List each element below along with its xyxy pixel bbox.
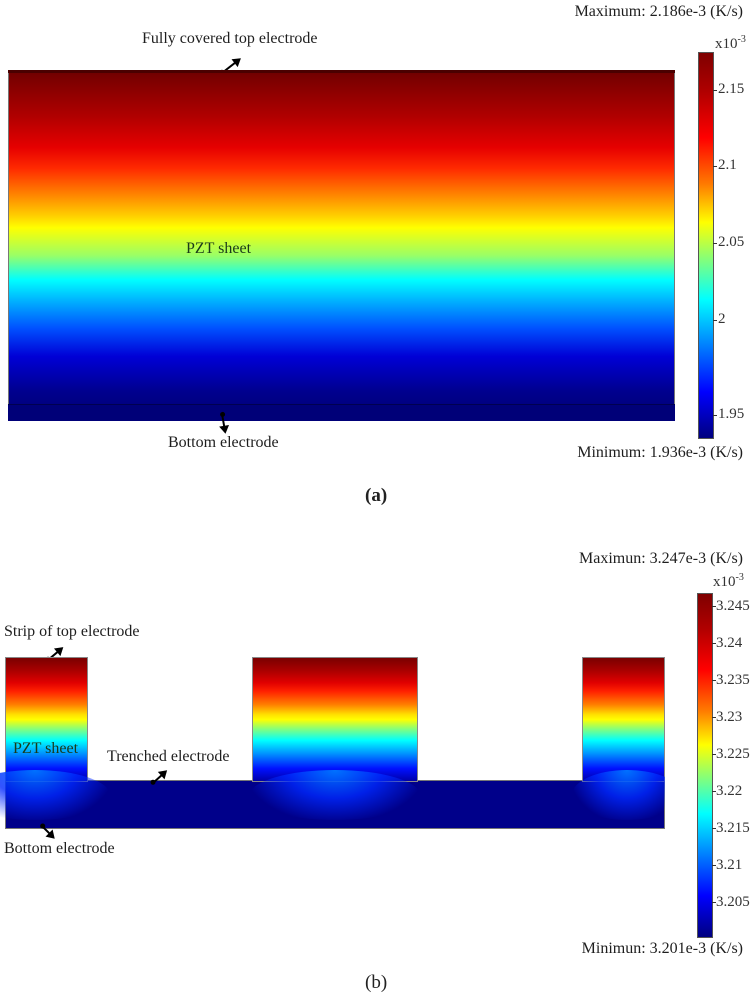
panel-b-colorbar (697, 593, 713, 938)
tick: 3.24 (716, 635, 743, 651)
tick: 2 (718, 311, 726, 327)
tick: 1.95 (718, 406, 745, 422)
tick: 2.1 (718, 157, 737, 173)
panel-a-maximum-label: Maximum: 2.186e-3 (K/s) (574, 3, 743, 20)
panel-b-pillar-center (252, 657, 418, 782)
tick: 3.245 (716, 598, 750, 614)
label-pzt-sheet-b: PZT sheet (13, 740, 79, 757)
panel-a-caption: (a) (365, 485, 388, 506)
tick: 2.05 (718, 234, 745, 250)
label-bottom-electrode-a: Bottom electrode (168, 434, 279, 451)
panel-b-maximum-label: Maximun: 3.247e-3 (K/s) (579, 550, 743, 567)
tick: 3.235 (716, 672, 750, 688)
label-bottom-electrode-b: Bottom electrode (4, 840, 115, 857)
panel-b-pillar-left (5, 657, 88, 782)
tick: 3.215 (716, 820, 750, 836)
exponent-base: x10 (715, 36, 738, 52)
exponent-base: x10 (713, 574, 736, 590)
field-spread-right (572, 770, 665, 820)
panel-a-minimum-label: Minimum: 1.936e-3 (K/s) (577, 444, 743, 461)
tick: 3.205 (716, 894, 750, 910)
panel-b-minimum-label: Minimun: 3.201e-3 (K/s) (581, 940, 743, 957)
panel-b-caption: (b) (365, 972, 388, 993)
tick: 3.23 (716, 709, 743, 725)
label-pzt-sheet-a: PZT sheet (186, 240, 252, 257)
tick: 3.225 (716, 746, 750, 762)
panel-a-pzt-plate (8, 70, 675, 420)
tick: 3.21 (716, 857, 743, 873)
exponent-power: -3 (735, 572, 744, 583)
tick: 3.22 (716, 783, 743, 799)
label-fully-covered-top-electrode: Fully covered top electrode (142, 30, 318, 47)
panel-a-top-electrode (8, 70, 675, 73)
panel-b-pillar-right (582, 657, 665, 782)
field-spread-center (250, 770, 420, 820)
tick: 2.15 (718, 81, 745, 97)
panel-a-colorbar-exponent: x10-3 (715, 34, 746, 53)
panel-a-bottom-electrode (8, 404, 675, 421)
panel-b-colorbar-exponent: x10-3 (713, 572, 744, 591)
exponent-power: -3 (737, 34, 746, 45)
label-strip-of-top-electrode: Strip of top electrode (4, 623, 140, 640)
label-trenched-electrode: Trenched electrode (107, 748, 230, 765)
panel-a-colorbar (698, 52, 714, 439)
